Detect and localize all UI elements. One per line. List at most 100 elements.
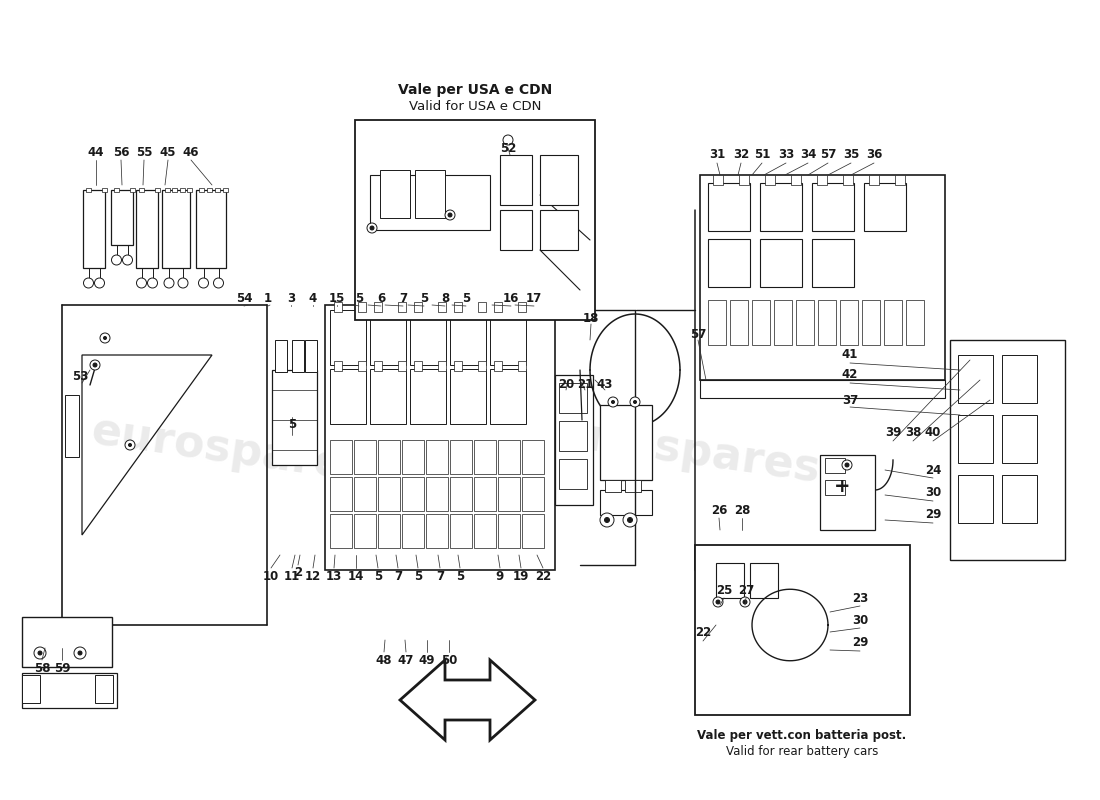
Text: 5: 5 <box>462 291 470 305</box>
Text: 48: 48 <box>376 654 393 666</box>
Circle shape <box>612 401 615 403</box>
Bar <box>414 361 422 371</box>
Text: eurospares: eurospares <box>538 409 823 491</box>
Bar <box>1002 415 1037 463</box>
Bar <box>82 190 104 268</box>
Circle shape <box>78 651 82 655</box>
Circle shape <box>95 278 104 288</box>
Bar <box>414 302 422 312</box>
Text: 47: 47 <box>398 654 415 666</box>
Bar <box>625 480 641 492</box>
Bar <box>402 440 424 474</box>
Text: 10: 10 <box>263 570 279 582</box>
Bar <box>695 545 910 715</box>
Bar <box>402 477 424 511</box>
Text: 28: 28 <box>734 503 750 517</box>
Text: 17: 17 <box>526 291 542 305</box>
Bar <box>199 188 204 192</box>
Text: 44: 44 <box>88 146 104 158</box>
Bar <box>292 340 304 372</box>
Text: 57: 57 <box>690 329 706 342</box>
Bar <box>223 188 228 192</box>
Bar <box>490 310 526 365</box>
Text: 24: 24 <box>925 463 942 477</box>
Bar <box>843 175 852 185</box>
Text: Vale per USA e CDN: Vale per USA e CDN <box>398 83 552 97</box>
Bar <box>708 239 750 287</box>
Text: 29: 29 <box>851 637 868 650</box>
Bar <box>114 188 119 192</box>
Bar <box>450 440 472 474</box>
Circle shape <box>84 278 94 288</box>
Text: 30: 30 <box>925 486 942 499</box>
Bar <box>700 175 945 380</box>
Text: 5: 5 <box>414 570 422 582</box>
Text: 5: 5 <box>420 291 428 305</box>
Bar <box>774 300 792 345</box>
Bar <box>330 514 352 548</box>
Bar <box>760 183 802 231</box>
Bar <box>713 175 723 185</box>
Bar <box>379 170 410 218</box>
Text: 7: 7 <box>436 570 444 582</box>
Text: 14: 14 <box>348 570 364 582</box>
Bar <box>196 190 225 268</box>
Text: 12: 12 <box>305 570 321 582</box>
Bar <box>378 514 400 548</box>
Text: 58: 58 <box>34 662 51 674</box>
Bar <box>275 340 287 372</box>
Bar <box>812 183 854 231</box>
Bar <box>334 302 342 312</box>
Text: 41: 41 <box>842 349 858 362</box>
Circle shape <box>198 278 209 288</box>
Bar <box>95 675 113 703</box>
Bar <box>330 310 366 365</box>
Circle shape <box>74 647 86 659</box>
Bar <box>355 120 595 320</box>
Circle shape <box>370 226 374 230</box>
Bar <box>139 188 144 192</box>
Text: 4: 4 <box>309 291 317 305</box>
Bar <box>958 475 993 523</box>
Bar <box>1002 475 1037 523</box>
Bar <box>454 361 462 371</box>
Bar <box>862 300 880 345</box>
Text: 34: 34 <box>800 149 816 162</box>
Bar <box>906 300 924 345</box>
Bar <box>498 440 520 474</box>
Circle shape <box>608 397 618 407</box>
Text: 15: 15 <box>329 291 345 305</box>
Bar <box>324 305 556 570</box>
Circle shape <box>164 278 174 288</box>
Text: 21: 21 <box>576 378 593 391</box>
Bar <box>760 239 802 287</box>
Bar <box>478 302 486 312</box>
Bar <box>415 170 446 218</box>
Bar <box>378 440 400 474</box>
Bar <box>22 675 40 703</box>
Text: 54: 54 <box>235 291 252 305</box>
Bar <box>522 440 544 474</box>
Circle shape <box>713 597 723 607</box>
Bar <box>398 361 406 371</box>
Circle shape <box>129 443 132 446</box>
Bar <box>402 514 424 548</box>
Text: 3: 3 <box>287 291 295 305</box>
Text: 5: 5 <box>374 570 382 582</box>
Text: 50: 50 <box>441 654 458 666</box>
Bar <box>522 477 544 511</box>
Bar <box>700 380 945 398</box>
Bar <box>450 514 472 548</box>
Circle shape <box>367 223 377 233</box>
Bar <box>438 361 446 371</box>
Text: 5: 5 <box>355 291 363 305</box>
Bar <box>65 395 79 457</box>
Bar <box>173 188 177 192</box>
Text: 39: 39 <box>884 426 901 439</box>
Text: 27: 27 <box>738 583 755 597</box>
Bar <box>556 375 593 505</box>
Circle shape <box>845 463 849 467</box>
Text: 49: 49 <box>419 654 436 666</box>
Circle shape <box>90 360 100 370</box>
Text: 7: 7 <box>394 570 403 582</box>
